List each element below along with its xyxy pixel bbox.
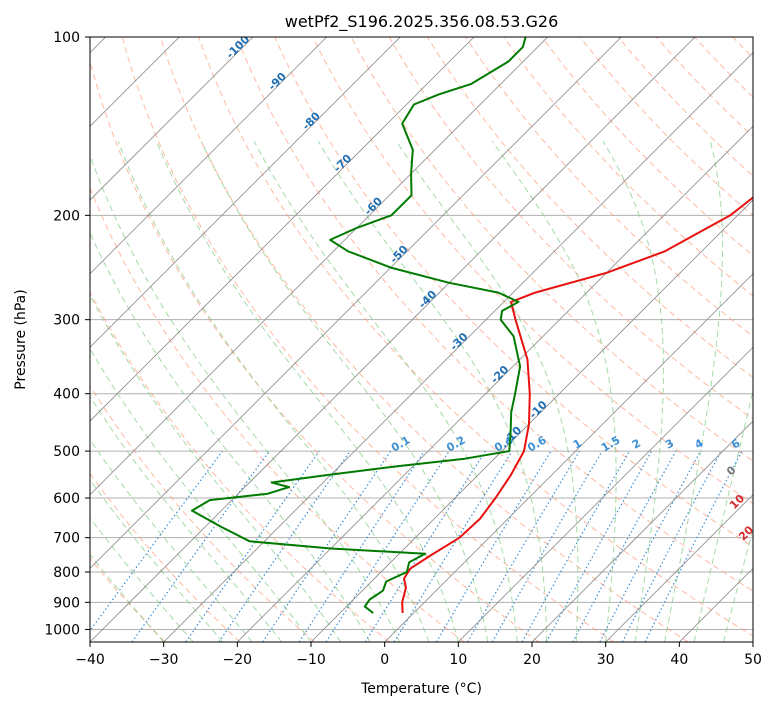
y-tick-label: 600	[53, 491, 80, 507]
isotherm-line	[90, 37, 254, 201]
moist-adiabat-line	[155, 141, 459, 642]
dry-adiabat-line	[236, 37, 753, 592]
moist-adiabat-line	[395, 141, 579, 642]
dry-adiabat-line	[90, 384, 316, 642]
moist-adiabat-line	[200, 141, 489, 642]
y-tick-label: 300	[53, 313, 80, 329]
x-tick-label: 50	[744, 652, 762, 668]
moist-adiabat-line	[117, 141, 430, 642]
x-tick-label: 30	[597, 652, 615, 668]
dewpoint-profile-line	[191, 37, 527, 614]
plot-area: -100-90-80-70-60-50-40-30-20-10-100.1 0.2…	[90, 37, 753, 642]
mixing-ratio-line	[262, 450, 392, 642]
isotherm-line	[384, 273, 753, 642]
mixing-ratio-line	[572, 450, 677, 642]
x-axis-ticks: −40 −30 −20 −10 0 10 20 30 40 50	[75, 642, 762, 668]
dry-adiabat-line	[350, 37, 753, 462]
dry-adiabat-line	[388, 37, 753, 420]
isotherm-line	[90, 37, 475, 422]
mixing-ratio-line	[185, 450, 320, 642]
moist-adiabat-line	[602, 141, 664, 642]
dry-adiabat-line	[159, 37, 689, 642]
y-tick-label: 1000	[44, 622, 80, 638]
mixing-ratio-lines	[90, 450, 743, 642]
moist-adiabat-line	[90, 347, 312, 642]
x-tick-label: −30	[149, 652, 179, 668]
mixing-ratio-line	[393, 450, 513, 642]
mixing-ratio-line	[298, 450, 425, 642]
pressure-gridlines	[90, 37, 753, 630]
y-axis-title: Pressure (hPa)	[13, 289, 29, 389]
mixing-ratio-line	[644, 450, 743, 642]
dry-adiabat-line	[312, 37, 753, 505]
x-tick-label: −20	[223, 652, 253, 668]
dry-adiabat-line	[90, 472, 241, 642]
mixing-ratio-line	[131, 450, 270, 642]
mixing-ratio-line	[521, 450, 631, 642]
y-axis-ticks: 100 200 300 400 500 600 700 800 900 1000	[44, 30, 90, 638]
y-tick-label: 500	[53, 444, 80, 460]
isotherm-line	[90, 37, 327, 275]
moist-adiabat-line	[723, 527, 753, 642]
y-tick-label: 800	[53, 565, 80, 581]
dry-adiabat-line	[90, 59, 540, 642]
isotherm-line	[163, 52, 753, 642]
dry-adiabat-line	[503, 37, 753, 297]
temperature-profile-line	[401, 196, 753, 614]
isotherm-line	[310, 199, 753, 642]
y-tick-label: 900	[53, 595, 80, 611]
x-tick-label: −40	[75, 652, 105, 668]
mixing-ratio-line	[325, 450, 450, 642]
isotherm-line	[531, 420, 753, 642]
x-axis-title: Temperature (°C)	[360, 681, 482, 697]
moist-adiabat-line	[253, 141, 518, 642]
x-tick-label: 40	[670, 652, 688, 668]
plot-frame	[89, 36, 754, 643]
isotherm-line	[90, 37, 401, 348]
dry-adiabat-line	[274, 37, 753, 548]
y-tick-label: 200	[53, 208, 80, 224]
moist-adiabat-line	[664, 141, 723, 642]
profile-series	[191, 37, 753, 614]
moist-adiabat-line	[90, 478, 223, 642]
isotherms	[90, 37, 753, 642]
dry-adiabat-line	[426, 37, 753, 379]
dry-adiabat-line	[121, 37, 614, 642]
mixing-ratio-line	[545, 450, 653, 642]
isotherm-line	[90, 37, 696, 642]
dry-adiabat-line	[465, 37, 753, 338]
y-tick-label: 400	[53, 387, 80, 403]
mixing-ratio-line	[90, 450, 223, 632]
mixing-ratio-line	[218, 450, 351, 642]
moist-adiabat-line	[693, 388, 753, 642]
isotherm-line	[90, 37, 622, 569]
chart-title: wetPf2_S196.2025.356.08.53.G26	[285, 12, 559, 32]
moist-adiabat-line	[90, 438, 253, 642]
isotherm-line	[458, 346, 753, 642]
isotherm-line	[605, 494, 753, 642]
dry-adiabat-line	[90, 291, 390, 642]
isotherm-line	[237, 125, 753, 642]
moist-adiabat-line	[90, 395, 282, 642]
isotherm-line	[90, 37, 548, 496]
moist-adiabat-line	[90, 517, 194, 642]
x-tick-label: 10	[449, 652, 467, 668]
x-tick-label: 0	[380, 652, 389, 668]
moist-adiabat-line	[491, 141, 617, 642]
x-tick-label: 20	[523, 652, 541, 668]
moist-adiabat-line	[317, 141, 548, 642]
y-tick-label: 100	[53, 30, 80, 46]
moist-adiabat-line	[90, 154, 400, 642]
x-tick-label: −10	[296, 652, 326, 668]
y-tick-label: 700	[53, 531, 80, 547]
